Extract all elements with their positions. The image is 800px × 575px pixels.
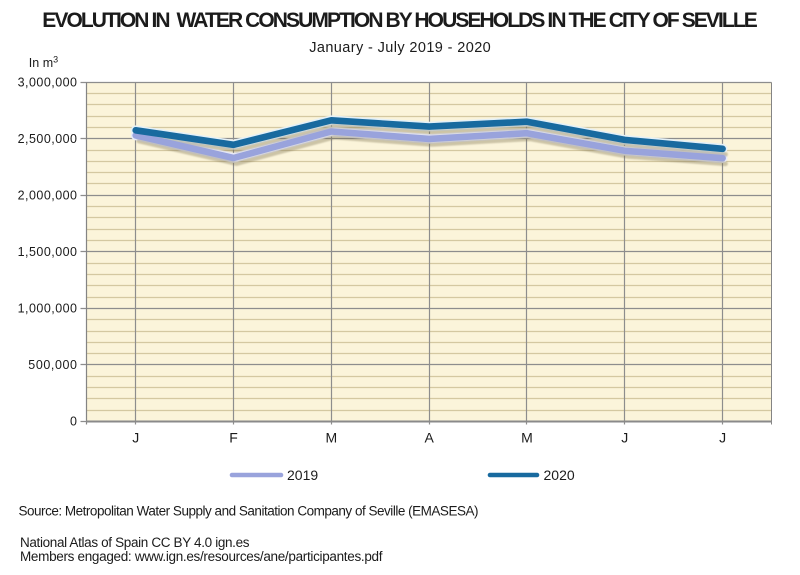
svg-text:J: J (621, 430, 628, 446)
svg-text:1,000,000: 1,000,000 (18, 302, 77, 316)
svg-text:A: A (424, 430, 434, 446)
svg-text:J: J (719, 430, 726, 446)
svg-text:3,000,000: 3,000,000 (18, 75, 77, 89)
svg-text:0: 0 (70, 415, 77, 429)
svg-text:2020: 2020 (544, 467, 575, 483)
svg-text:EVOLUTION IN WATER CONSUMPTIO: EVOLUTION IN WATER CONSUMPTION BY HOUSEH… (42, 9, 758, 32)
svg-text:2,500,000: 2,500,000 (18, 132, 77, 146)
svg-text:January - July 2019 - 2020: January - July 2019 - 2020 (309, 40, 491, 56)
svg-text:1,500,000: 1,500,000 (18, 245, 77, 259)
svg-text:500,000: 500,000 (28, 358, 77, 372)
svg-text:Source: Metropolitan Water Sup: Source: Metropolitan Water Supply and Sa… (19, 503, 479, 518)
svg-text:2,000,000: 2,000,000 (18, 189, 77, 203)
svg-text:2019: 2019 (287, 467, 318, 483)
svg-text:J: J (132, 430, 139, 446)
svg-text:In m3: In m3 (29, 55, 58, 71)
svg-text:Members engaged: www.ign.es/re: Members engaged: www.ign.es/resources/an… (20, 549, 383, 564)
svg-text:F: F (229, 430, 238, 446)
svg-text:M: M (521, 430, 533, 446)
svg-text:M: M (325, 430, 337, 446)
svg-text:National Atlas of Spain CC BY: National Atlas of Spain CC BY 4.0 ign.es (20, 535, 250, 550)
